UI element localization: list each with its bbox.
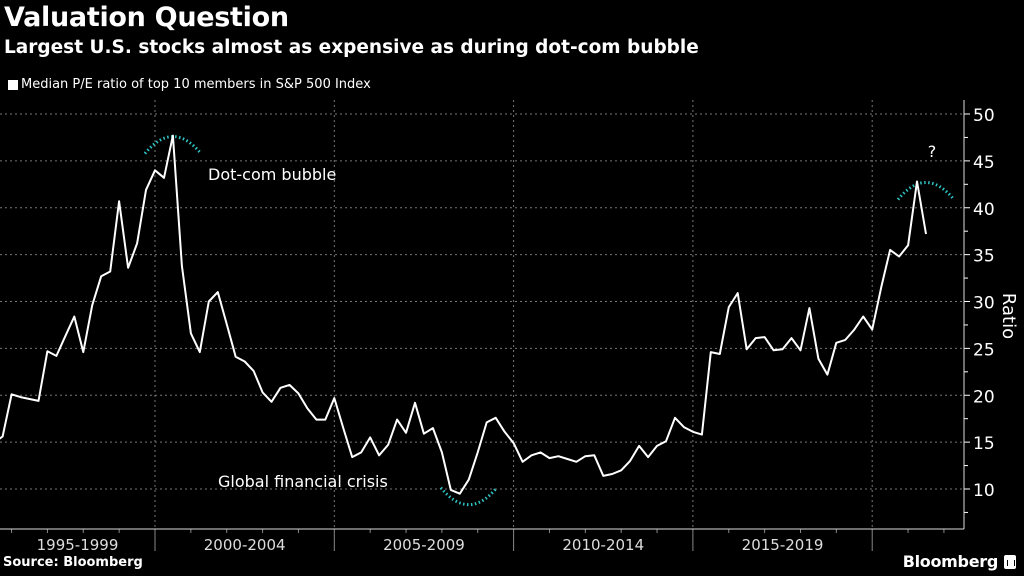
x-tick-labels: 1995-1999 2000-2004 2005-2009 2010-2014 2015…	[37, 536, 824, 554]
annotation-label: Dot-com bubble	[208, 165, 336, 184]
x-tick-label: 2005-2009	[383, 536, 465, 554]
series-line	[0, 134, 927, 495]
y-tick-label: 35	[973, 247, 995, 267]
y-axis-label: Ratio	[998, 293, 1019, 339]
brand-label: Bloomberg	[902, 552, 999, 571]
y-tick-label: 25	[973, 340, 995, 360]
x-tick-label: 2000-2004	[204, 536, 286, 554]
annotation-label: Global financial crisis	[218, 472, 388, 491]
annotation-label: ?	[928, 142, 937, 161]
y-tick-label: 20	[973, 387, 995, 407]
source-note: Source: Bloomberg	[3, 555, 143, 570]
annotation-arc	[439, 486, 498, 506]
y-tick-label: 40	[973, 200, 995, 220]
series	[0, 134, 927, 495]
x-tick-label: 1995-1999	[37, 536, 119, 554]
annotations: Dot-com bubble Global financial crisis?	[143, 135, 956, 506]
horizontal-gridlines	[0, 113, 964, 490]
x-tick-label: 2010-2014	[562, 536, 644, 554]
legend-swatch	[8, 79, 18, 90]
chart-title: Valuation Question	[4, 2, 289, 33]
annotation-arc	[896, 181, 956, 201]
legend-label: Median P/E ratio of top 10 members in S&…	[21, 77, 371, 92]
y-tick-labels: 10 15 20 25 30 35 40 45 50	[973, 106, 995, 501]
y-tick-label: 45	[973, 153, 995, 173]
x-tick-label: 2015-2019	[742, 536, 824, 554]
chart-subtitle: Largest U.S. stocks almost as expensive …	[4, 37, 699, 58]
y-tick-label: 30	[973, 294, 995, 314]
annotation-arc	[143, 135, 203, 155]
y-tick-label: 15	[973, 434, 995, 454]
bloomberg-chart-icon	[1004, 554, 1016, 569]
y-tick-label: 50	[973, 106, 995, 126]
y-tick-label: 10	[973, 481, 995, 501]
axes	[0, 100, 970, 551]
legend: Median P/E ratio of top 10 members in S&…	[8, 77, 371, 92]
bloomberg-logo: Bloomberg	[903, 552, 1016, 571]
